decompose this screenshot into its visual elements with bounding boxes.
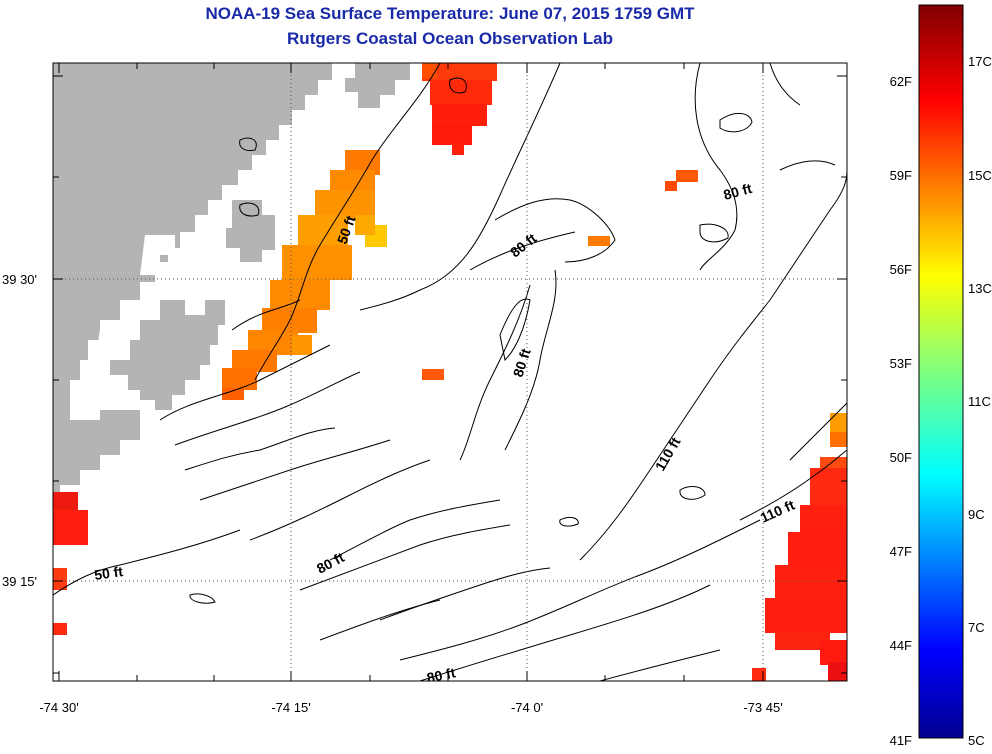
colorbar-c-label: 15C	[968, 168, 992, 183]
colorbar-gradient	[918, 4, 964, 739]
land-barrier-lower	[110, 300, 225, 410]
colorbar-f-label: 56F	[890, 262, 912, 277]
colorbar: 62F 59F 56F 53F 50F 47F 44F 41F 17C 15C …	[890, 4, 992, 748]
map-title: NOAA-19 Sea Surface Temperature: June 07…	[205, 4, 695, 23]
colorbar-f-label: 62F	[890, 74, 912, 89]
colorbar-f-label: 59F	[890, 168, 912, 183]
land-new-jersey	[53, 63, 332, 490]
land-barrier-mid	[226, 200, 275, 262]
colorbar-c-label: 13C	[968, 281, 992, 296]
graticule	[53, 63, 847, 681]
colorbar-f-labels: 62F 59F 56F 53F 50F 47F 44F 41F	[890, 74, 912, 748]
contour-label: 50 ft	[93, 563, 124, 583]
x-tick-label: -74 0'	[511, 700, 543, 715]
colorbar-c-label: 7C	[968, 620, 985, 635]
map-area: 50 ft 80 ft 80 ft 80 ft 80 ft 110 ft 110…	[53, 63, 847, 686]
y-axis-labels: 39 30' 39 15'	[2, 272, 37, 589]
x-tick-label: -74 15'	[271, 700, 310, 715]
colorbar-c-labels: 17C 15C 13C 11C 9C 7C 5C	[968, 54, 992, 748]
map-subtitle: Rutgers Coastal Ocean Observation Lab	[287, 29, 613, 48]
x-tick-label: -74 30'	[39, 700, 78, 715]
colorbar-c-label: 5C	[968, 733, 985, 748]
colorbar-f-label: 50F	[890, 450, 912, 465]
map-frame	[52, 62, 848, 682]
x-tick-label: -73 45'	[743, 700, 782, 715]
y-tick-label: 39 30'	[2, 272, 37, 287]
colorbar-f-label: 44F	[890, 638, 912, 653]
colorbar-f-label: 47F	[890, 544, 912, 559]
contour-label: 80 ft	[425, 664, 457, 686]
contour-label: 80 ft	[722, 180, 754, 203]
colorbar-c-label: 17C	[968, 54, 992, 69]
x-axis-labels: -74 30' -74 15' -74 0' -73 45'	[39, 700, 782, 715]
land-barrier-upper	[345, 63, 410, 108]
colorbar-f-label: 41F	[890, 733, 912, 748]
colorbar-c-label: 11C	[968, 394, 991, 409]
land-cape-may	[53, 400, 140, 495]
bathymetry-contours	[53, 63, 847, 681]
map-ticks	[53, 63, 847, 681]
sst-pixels	[53, 63, 847, 681]
y-tick-label: 39 15'	[2, 574, 37, 589]
colorbar-c-label: 9C	[968, 507, 985, 522]
colorbar-f-label: 53F	[890, 356, 912, 371]
